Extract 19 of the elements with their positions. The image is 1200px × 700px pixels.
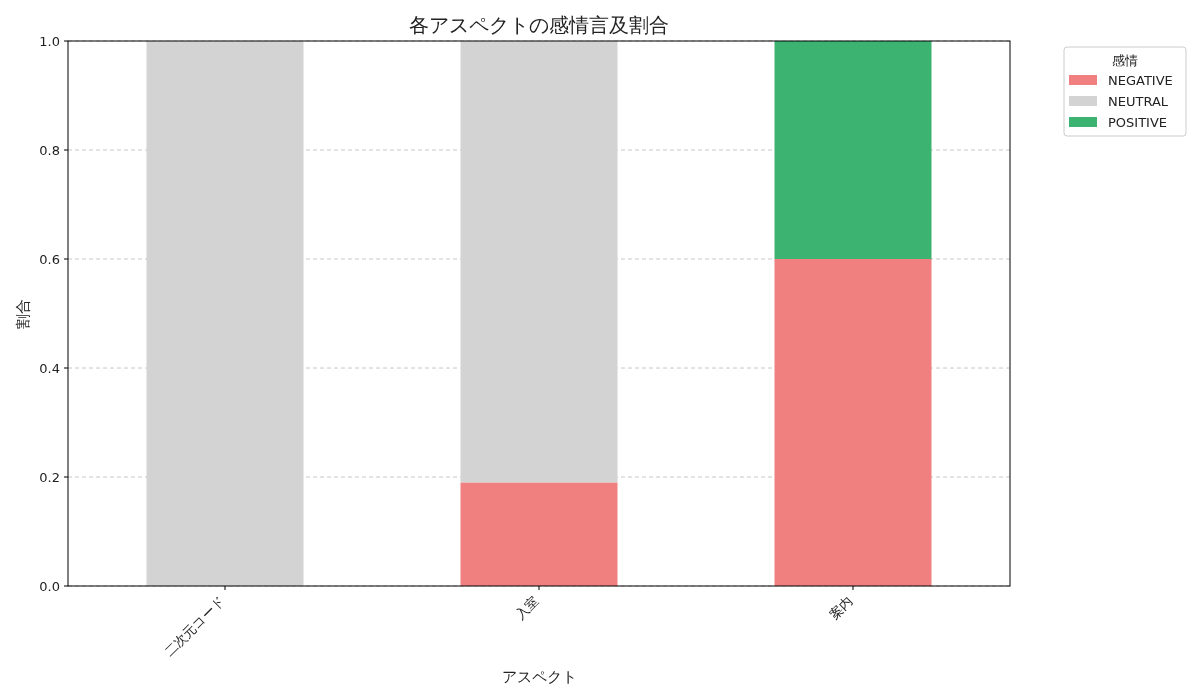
x-tick-label: 入室: [512, 593, 542, 623]
y-tick-label: 0.2: [39, 470, 60, 485]
bar: [774, 259, 932, 586]
x-tick-label: 案内: [826, 593, 856, 623]
legend-title: 感情: [1112, 53, 1138, 68]
y-tick-label: 0.4: [39, 361, 60, 376]
y-tick-label: 1.0: [39, 34, 60, 49]
x-axis-title: アスペクト: [501, 668, 577, 686]
legend-label: NEGATIVE: [1108, 73, 1173, 88]
x-tick-label: 二次元コード: [161, 593, 228, 660]
legend-label: POSITIVE: [1108, 115, 1168, 130]
bar: [774, 41, 932, 259]
y-axis-title: 割合: [14, 298, 32, 329]
y-tick-label: 0.6: [39, 252, 60, 267]
legend-label: NEUTRAL: [1108, 94, 1169, 109]
bar: [460, 482, 618, 586]
y-tick-label: 0.8: [39, 143, 60, 158]
y-tick-label: 0.0: [39, 579, 60, 594]
chart-title: 各アスペクトの感情言及割合: [409, 13, 669, 37]
